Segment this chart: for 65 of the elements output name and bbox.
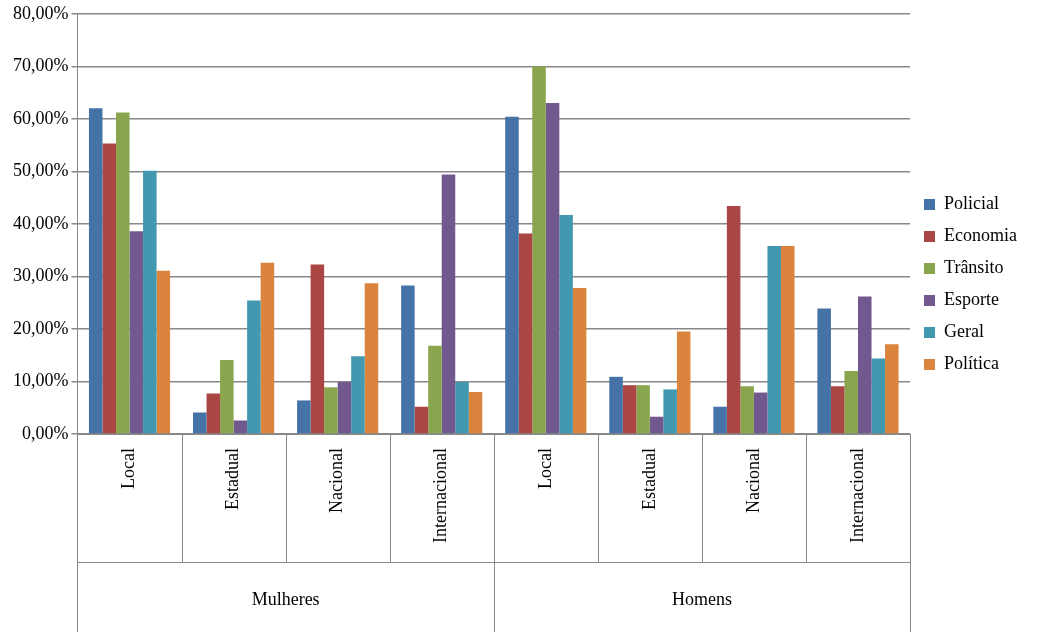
legend-label: Política bbox=[944, 353, 1000, 374]
bar bbox=[102, 143, 116, 434]
bar bbox=[830, 386, 845, 434]
bar bbox=[780, 245, 795, 434]
bar bbox=[414, 406, 429, 434]
bar bbox=[324, 387, 338, 434]
y-tick-label: 20,00% bbox=[12, 317, 69, 338]
bar bbox=[740, 386, 754, 434]
bar bbox=[713, 406, 727, 434]
bar bbox=[193, 412, 207, 434]
bar bbox=[206, 393, 221, 434]
bar bbox=[351, 356, 365, 434]
bar bbox=[871, 358, 886, 434]
y-tick-label: 70,00% bbox=[12, 55, 69, 76]
bar bbox=[726, 206, 741, 434]
bar bbox=[663, 389, 677, 434]
bar bbox=[545, 103, 560, 434]
bar bbox=[401, 285, 415, 434]
bar bbox=[297, 400, 311, 434]
y-tick-label: 10,00% bbox=[12, 370, 69, 391]
bar bbox=[247, 300, 261, 434]
bar bbox=[857, 296, 872, 434]
bar bbox=[233, 420, 248, 434]
bar bbox=[220, 359, 234, 434]
y-tick-label: 50,00% bbox=[12, 160, 69, 181]
bar bbox=[116, 112, 130, 434]
legend-label: Policial bbox=[944, 193, 1000, 214]
text: Homens bbox=[671, 588, 732, 609]
bar bbox=[636, 385, 650, 434]
bar bbox=[468, 392, 483, 434]
bar bbox=[260, 262, 275, 434]
legend-label: Economia bbox=[944, 225, 1018, 246]
bar bbox=[88, 108, 103, 434]
bar bbox=[156, 270, 171, 434]
bar bbox=[310, 264, 325, 434]
legend-label: Trânsito bbox=[944, 257, 1004, 278]
bar bbox=[676, 331, 691, 434]
y-tick-label: 30,00% bbox=[12, 265, 69, 286]
text: Mulheres bbox=[251, 588, 320, 609]
bar bbox=[609, 376, 623, 434]
bar bbox=[129, 231, 144, 434]
bar bbox=[885, 344, 899, 434]
bar bbox=[532, 66, 546, 434]
bar bbox=[753, 392, 768, 434]
bar bbox=[559, 215, 573, 434]
y-tick-label: 60,00% bbox=[12, 107, 69, 128]
bar bbox=[364, 283, 379, 434]
bar bbox=[844, 371, 858, 434]
bar bbox=[518, 233, 533, 434]
bar bbox=[143, 170, 157, 434]
bar bbox=[572, 288, 587, 434]
bar bbox=[622, 385, 637, 434]
bar bbox=[649, 416, 664, 434]
bar bbox=[505, 116, 519, 434]
y-tick-label: 0,00% bbox=[21, 422, 69, 443]
bar bbox=[337, 382, 352, 434]
bar bbox=[817, 308, 831, 434]
legend-label: Geral bbox=[944, 321, 985, 342]
legend-label: Esporte bbox=[944, 289, 1000, 310]
y-tick-label: 40,00% bbox=[12, 212, 69, 233]
bar bbox=[767, 245, 781, 434]
y-tick-label: 80,00% bbox=[12, 2, 69, 23]
bar bbox=[441, 174, 456, 434]
bar bbox=[428, 345, 442, 434]
bar bbox=[455, 382, 469, 434]
